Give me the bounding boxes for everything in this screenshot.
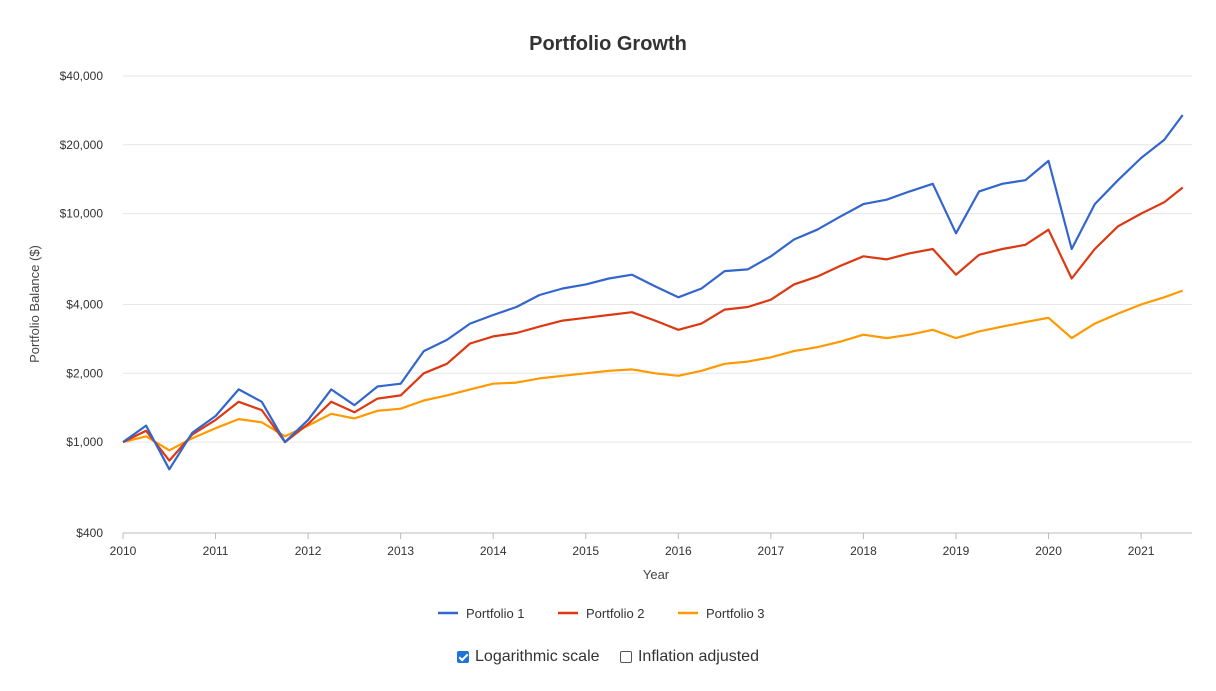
- x-tick-label: 2019: [943, 544, 970, 558]
- gridlines: [123, 75, 1192, 534]
- x-tick-label: 2016: [665, 544, 692, 558]
- series-line-portfolio-1[interactable]: [122, 114, 1184, 471]
- portfolio-growth-chart: Portfolio Growth $400$1,000$2,000$4,000$…: [27, 33, 1192, 621]
- inflation-adjusted-toggle[interactable]: Inflation adjusted: [619, 648, 759, 666]
- chart-controls: Logarithmic scale Inflation adjusted: [0, 648, 1216, 668]
- legend-label[interactable]: Portfolio 1: [466, 606, 525, 621]
- y-axis-title: Portfolio Balance ($): [27, 245, 42, 363]
- log-scale-toggle[interactable]: Logarithmic scale: [457, 648, 600, 666]
- series-line-portfolio-2[interactable]: [122, 186, 1184, 462]
- y-tick-label: $400: [76, 526, 103, 540]
- x-tick-label: 2013: [387, 544, 414, 558]
- x-tick-label: 2012: [295, 544, 322, 558]
- x-tick-label: 2021: [1128, 544, 1155, 558]
- y-axis: $400 $1,000 $2,000 $4,000 $10,000 $20,000 $40,…: [60, 69, 104, 540]
- inflation-adjusted-checkbox[interactable]: [619, 651, 632, 663]
- series-lines: [122, 114, 1184, 471]
- y-tick-label: $2,000: [66, 366, 103, 380]
- y-tick-label: $40,000: [60, 69, 104, 83]
- log-scale-checkbox[interactable]: [457, 651, 470, 663]
- x-tick-label: 2020: [1035, 544, 1062, 558]
- x-tick-label: 2015: [572, 544, 599, 558]
- log-scale-label: Logarithmic scale: [475, 648, 600, 665]
- legend: Portfolio 1 Portfolio 2 Portfolio 3: [438, 606, 765, 621]
- legend-label[interactable]: Portfolio 3: [706, 606, 765, 621]
- series-line-portfolio-3[interactable]: [122, 289, 1184, 452]
- x-tick-label: 2014: [480, 544, 507, 558]
- x-tick-label: 2011: [203, 544, 229, 558]
- x-axis-title: Year: [643, 567, 670, 582]
- x-tick-label: 2010: [110, 544, 137, 558]
- y-tick-label: $1,000: [66, 435, 103, 449]
- y-tick-label: $10,000: [60, 207, 104, 221]
- inflation-adjusted-label: Inflation adjusted: [637, 648, 759, 665]
- y-tick-label: $20,000: [60, 138, 104, 152]
- x-tick-label: 2018: [850, 544, 877, 558]
- chart-title: Portfolio Growth: [529, 33, 687, 55]
- x-axis: 2010 2011 2012 2013 2014 2015 2016 2017 2018 2019…: [110, 532, 1192, 558]
- legend-label[interactable]: Portfolio 2: [586, 606, 645, 621]
- y-tick-label: $4,000: [66, 298, 103, 312]
- x-tick-label: 2017: [758, 544, 785, 558]
